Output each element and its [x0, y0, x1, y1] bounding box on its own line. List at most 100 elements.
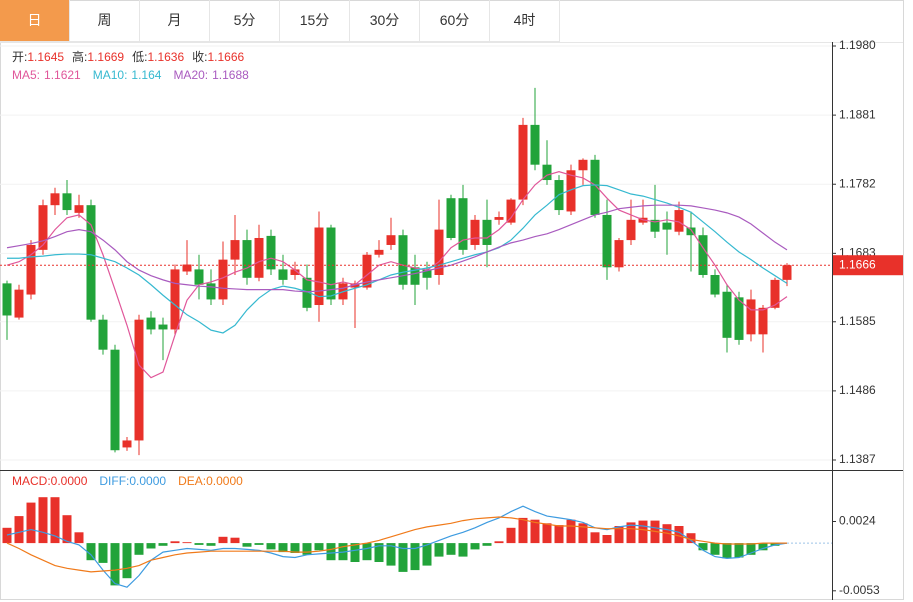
ohlc-label: 开: — [12, 50, 27, 64]
macd-bar — [302, 543, 312, 555]
macd-bar — [194, 543, 204, 545]
candle-body — [254, 237, 264, 278]
macd-bar — [542, 523, 552, 544]
macd-bar — [146, 543, 156, 549]
macd-bar — [2, 527, 12, 544]
candle-body — [14, 289, 24, 318]
macd-bar — [74, 532, 84, 544]
period-tab[interactable]: 4时 — [490, 0, 560, 42]
macd-bar — [158, 543, 168, 546]
candle-body — [122, 440, 132, 448]
candle-body — [158, 324, 168, 330]
legend-name: MA5: — [12, 68, 40, 82]
period-tab[interactable]: 30分 — [350, 0, 420, 42]
macd-bar — [494, 541, 504, 544]
candle-body — [314, 227, 324, 306]
macd-bar — [698, 543, 708, 551]
candle-body — [674, 210, 684, 232]
macd-bar — [554, 525, 564, 544]
legend-value: 1.1621 — [44, 68, 81, 82]
ohlc-value: 1.1666 — [207, 50, 244, 64]
macd-bar — [314, 543, 324, 551]
macd-bar — [242, 543, 252, 547]
macd-bar — [518, 517, 528, 544]
candle-body — [422, 269, 432, 278]
y-tick-label: 1.1782 — [839, 176, 876, 190]
candle-body — [230, 240, 240, 260]
candle-body — [566, 170, 576, 212]
macd-bar — [446, 543, 456, 555]
ohlc-value: 1.1636 — [147, 50, 184, 64]
candle-body — [410, 267, 420, 285]
candle-body — [470, 219, 480, 245]
legend-value: 0.0000 — [51, 474, 88, 488]
candle-body — [506, 199, 516, 223]
macd-bar — [398, 543, 408, 572]
period-tab[interactable]: 日 — [0, 0, 70, 42]
macd-bar — [482, 543, 492, 546]
ma-line — [7, 184, 788, 334]
candle-body — [602, 214, 612, 268]
macd-bar — [170, 541, 180, 544]
candle-body — [746, 299, 756, 335]
candle-body — [446, 198, 456, 238]
y-tick-label: 0.0024 — [839, 514, 876, 528]
candle-body — [62, 193, 72, 211]
macd-bar — [182, 542, 192, 544]
ohlc-info: 开:1.1645 高:1.1669 低:1.1636 收:1.1666 — [12, 49, 245, 64]
candle-body — [278, 269, 288, 280]
macd-bar — [290, 543, 300, 553]
candle-body — [518, 124, 528, 200]
candle-body — [2, 283, 12, 316]
period-tab[interactable]: 15分 — [280, 0, 350, 42]
ohlc-label: 低: — [132, 50, 147, 64]
macd-bar — [254, 543, 264, 545]
candle-body — [194, 269, 204, 285]
candle-body — [530, 124, 540, 165]
candle-body — [722, 291, 732, 338]
macd-bar — [230, 537, 240, 544]
period-tab[interactable]: 60分 — [420, 0, 490, 42]
period-tab[interactable]: 周 — [70, 0, 140, 42]
y-tick-label: -0.0053 — [839, 583, 880, 597]
macd-bar — [266, 543, 276, 550]
ohlc-label: 高: — [72, 49, 87, 64]
macd-bar — [374, 543, 384, 562]
legend-value: 1.1688 — [212, 68, 249, 82]
macd-bar — [734, 543, 744, 558]
candle-body — [26, 244, 36, 295]
period-tab[interactable]: 月 — [140, 0, 210, 42]
macd-bar — [86, 543, 96, 561]
macd-bar — [218, 536, 228, 544]
candle-body — [302, 277, 312, 308]
candle-body — [218, 259, 228, 300]
macd-bar — [506, 527, 516, 544]
macd-bar — [590, 532, 600, 544]
macd-bar — [98, 543, 108, 563]
macd-bar — [326, 543, 336, 561]
period-tab[interactable]: 5分 — [210, 0, 280, 42]
candle-body — [50, 193, 60, 206]
macd-bar — [350, 543, 360, 562]
macd-bar — [758, 543, 768, 551]
macd-bar — [626, 522, 636, 544]
macd-bar — [26, 502, 36, 544]
candle-body — [86, 205, 96, 320]
legend-name: DEA: — [178, 474, 206, 488]
macd-bar — [638, 520, 648, 544]
candle-body — [482, 219, 492, 245]
macd-bar — [14, 516, 24, 544]
candle-body — [542, 164, 552, 181]
macd-bar — [578, 523, 588, 544]
candle-body — [650, 219, 660, 232]
candle-body — [494, 217, 504, 220]
candle-body — [206, 283, 216, 300]
candle-body — [698, 235, 708, 275]
macd-bar — [674, 526, 684, 544]
candle-body — [38, 205, 48, 250]
legend-name: DIFF: — [99, 474, 129, 488]
y-tick-label: 1.1980 — [839, 38, 876, 52]
candle-body — [374, 249, 384, 255]
candle-body — [782, 265, 792, 280]
y-tick-label: 1.1387 — [839, 452, 876, 466]
